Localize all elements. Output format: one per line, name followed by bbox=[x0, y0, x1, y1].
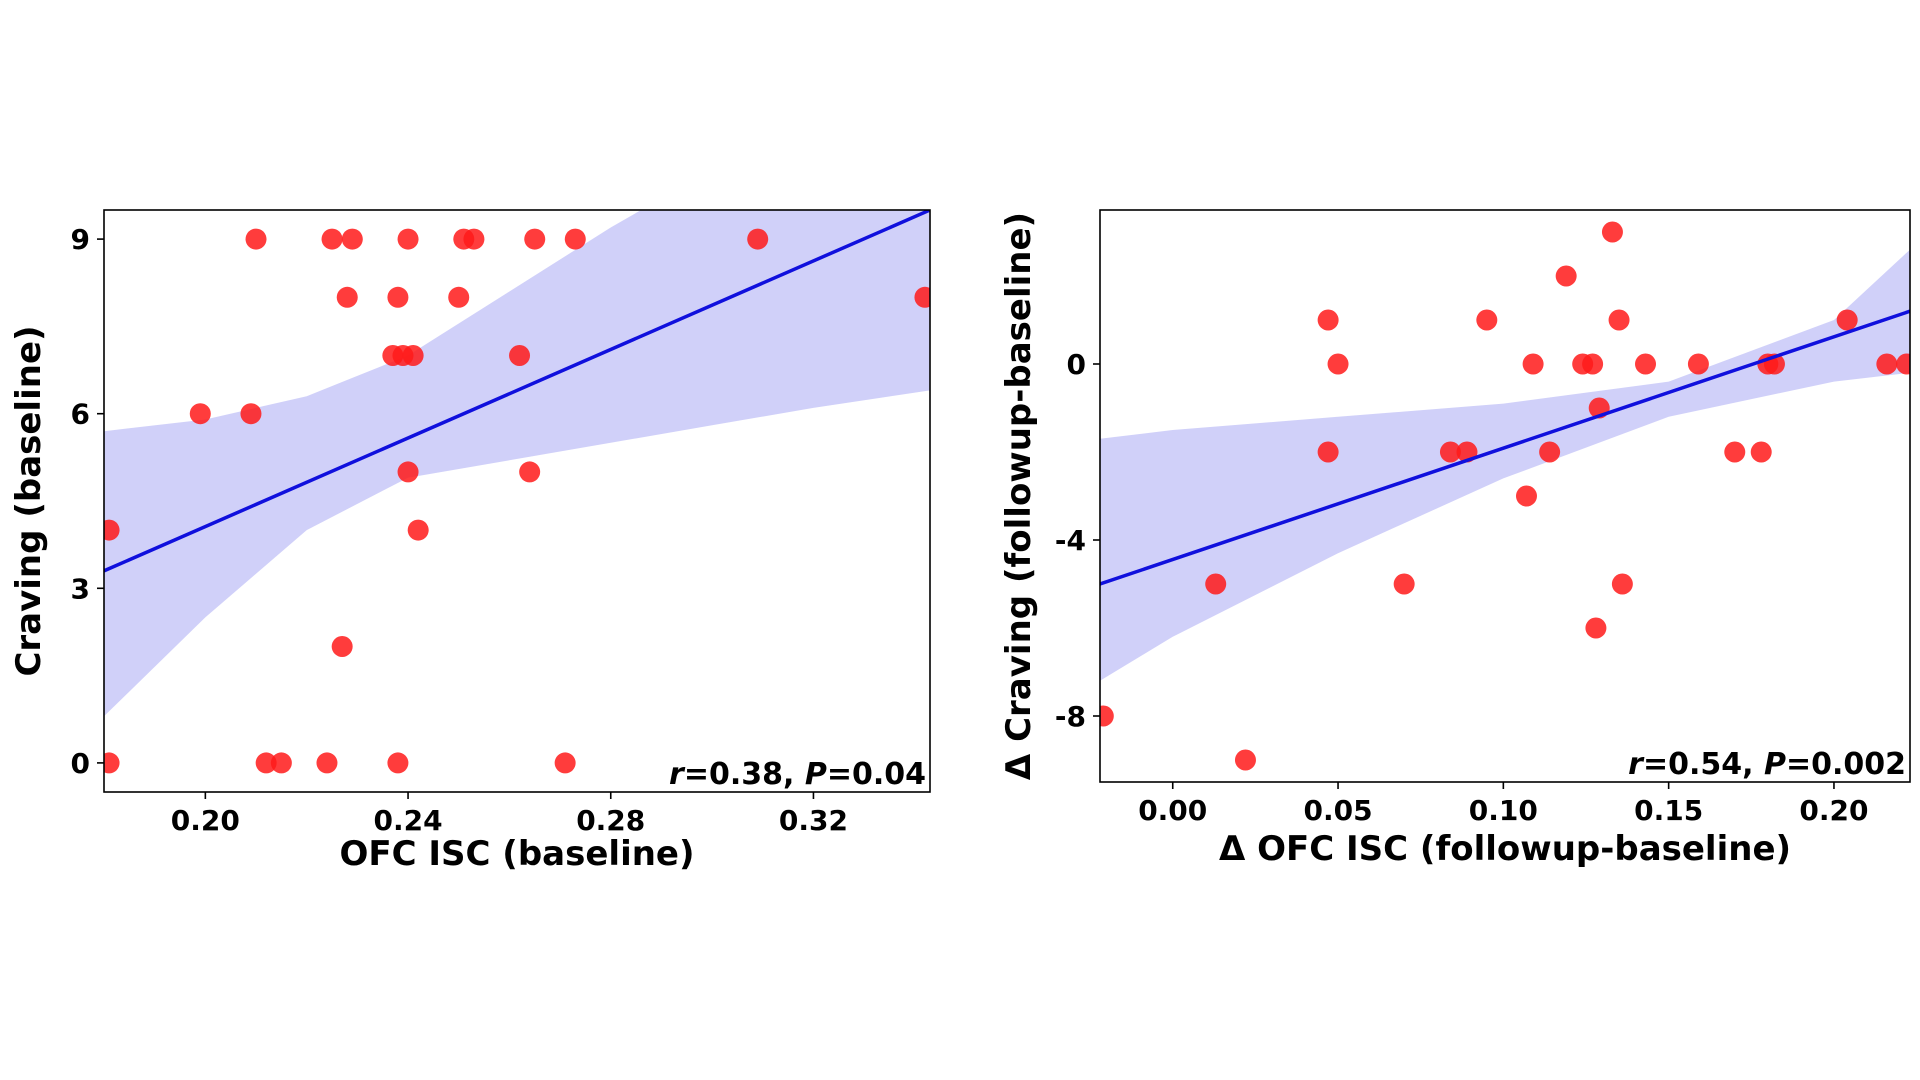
data-point bbox=[245, 228, 267, 250]
data-point bbox=[1234, 749, 1256, 771]
data-point bbox=[1635, 353, 1657, 375]
x-tick-label: 0.20 bbox=[1799, 794, 1868, 827]
data-point bbox=[1476, 309, 1498, 331]
axes-frame bbox=[1099, 209, 1911, 783]
data-point bbox=[1601, 221, 1623, 243]
data-point bbox=[1205, 573, 1227, 595]
data-point bbox=[1687, 353, 1709, 375]
plot-area bbox=[1100, 221, 1910, 771]
y-tick-label: -8 bbox=[1055, 700, 1086, 733]
left-scatter-plot: 0.20 0.24 0.28 0.32 0 3 6 9 OFC ISC (baseline) Cr… bbox=[9, 209, 931, 874]
data-point bbox=[104, 519, 120, 541]
data-point bbox=[1611, 573, 1633, 595]
x-tick-label: 0.32 bbox=[779, 804, 848, 837]
data-point bbox=[1750, 441, 1772, 463]
data-point bbox=[1393, 573, 1415, 595]
data-point bbox=[914, 286, 930, 308]
data-point bbox=[1539, 441, 1561, 463]
data-point bbox=[1585, 617, 1607, 639]
confidence-band bbox=[1100, 249, 1910, 681]
data-point bbox=[407, 519, 429, 541]
x-tick-label: 0.20 bbox=[171, 804, 240, 837]
data-point bbox=[104, 752, 120, 774]
axes-frame bbox=[103, 209, 931, 793]
data-point bbox=[1555, 265, 1577, 287]
x-tick-label: 0.00 bbox=[1138, 794, 1207, 827]
data-point bbox=[1836, 309, 1858, 331]
y-tick-label: 9 bbox=[71, 223, 90, 256]
regression-line bbox=[104, 210, 930, 573]
data-point bbox=[1608, 309, 1630, 331]
y-tick-label: 0 bbox=[71, 747, 90, 780]
data-point bbox=[387, 752, 409, 774]
data-point bbox=[336, 286, 358, 308]
data-point bbox=[270, 752, 292, 774]
right-scatter-plot: 0.00 0.05 0.10 0.15 0.20 -8 -4 0 Δ OFC ISC (foll… bbox=[999, 209, 1911, 869]
y-axis-label: Craving (baseline) bbox=[9, 325, 49, 676]
x-tick-label: 0.15 bbox=[1634, 794, 1703, 827]
data-point bbox=[387, 286, 409, 308]
data-point bbox=[554, 752, 576, 774]
data-point bbox=[321, 228, 343, 250]
x-axis-label: Δ OFC ISC (followup-baseline) bbox=[1219, 829, 1791, 869]
data-point bbox=[397, 228, 419, 250]
data-point bbox=[341, 228, 363, 250]
y-tick-label: -4 bbox=[1055, 524, 1086, 557]
data-point bbox=[1724, 441, 1746, 463]
data-point bbox=[1515, 485, 1537, 507]
data-point bbox=[331, 636, 353, 657]
x-tick-label: 0.05 bbox=[1303, 794, 1372, 827]
data-point bbox=[189, 403, 211, 425]
data-point bbox=[564, 228, 586, 250]
y-axis-label: Δ Craving (followup-baseline) bbox=[999, 212, 1039, 780]
y-tick-label: 0 bbox=[1067, 348, 1086, 381]
x-tick-label: 0.10 bbox=[1469, 794, 1538, 827]
data-point bbox=[1317, 309, 1339, 331]
data-point bbox=[448, 286, 470, 308]
stats-annotation: r=0.54, P=0.002 bbox=[1628, 747, 1906, 782]
y-tick-label: 6 bbox=[71, 398, 90, 431]
data-point bbox=[1317, 441, 1339, 463]
data-point bbox=[1100, 705, 1114, 727]
data-point bbox=[519, 461, 541, 483]
data-point bbox=[1876, 353, 1898, 375]
data-point bbox=[463, 228, 485, 250]
data-point bbox=[1327, 353, 1349, 375]
data-point bbox=[1582, 353, 1604, 375]
x-tick-label: 0.24 bbox=[374, 804, 443, 837]
data-point bbox=[1522, 353, 1544, 375]
data-point bbox=[255, 752, 277, 774]
plot-area bbox=[104, 210, 930, 774]
regression-line bbox=[1100, 309, 1910, 586]
stats-annotation: r=0.38, P=0.04 bbox=[669, 757, 926, 792]
x-tick-label: 0.28 bbox=[576, 804, 645, 837]
data-point bbox=[1896, 353, 1910, 375]
data-point bbox=[240, 403, 262, 425]
data-point bbox=[1439, 441, 1461, 463]
data-point bbox=[316, 752, 338, 774]
confidence-band bbox=[104, 210, 930, 717]
data-point bbox=[524, 228, 546, 250]
y-tick-label: 3 bbox=[71, 572, 90, 605]
x-axis-label: OFC ISC (baseline) bbox=[339, 834, 694, 874]
data-point bbox=[509, 345, 531, 366]
data-point bbox=[397, 461, 419, 483]
data-point bbox=[402, 345, 424, 366]
data-point bbox=[747, 228, 769, 250]
